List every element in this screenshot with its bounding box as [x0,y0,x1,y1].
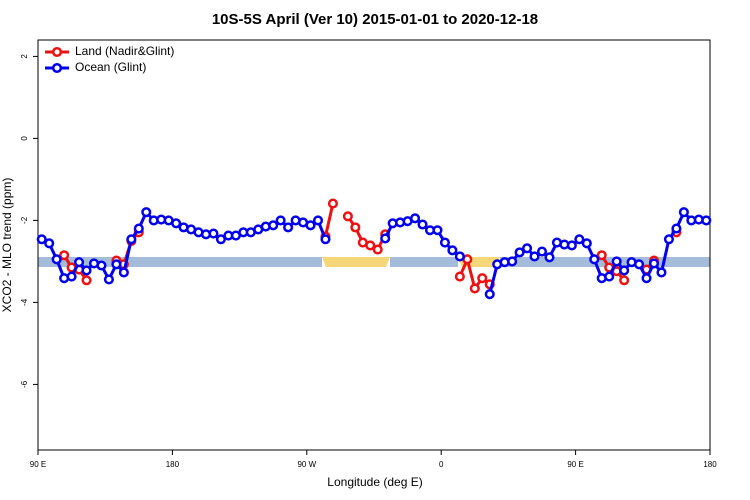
data-point [66,271,77,282]
data-point [74,257,85,268]
x-tick-label: 180 [166,460,180,469]
data-point [103,274,114,285]
data-point [327,198,338,209]
data-point [171,218,182,229]
y-axis-label: XCO2 - MLO trend (ppm) [0,178,14,313]
data-point [536,246,548,257]
x-tick-label: 90 E [30,460,46,469]
band-ocean [500,257,710,267]
data-point [81,265,92,276]
data-point [118,267,129,278]
data-point [514,247,525,258]
data-point [96,260,107,271]
data-point [320,234,331,245]
y-tick-label: -2 [20,216,29,224]
data-point [611,256,622,267]
data-point [544,252,555,263]
legend-label: Land (Nadir&Glint) [75,44,174,58]
data-point [208,228,219,239]
data-point [619,275,630,286]
data-point [663,234,674,245]
data-point [133,223,144,234]
data-point [447,245,458,256]
data-point [126,234,137,245]
data-point [656,267,667,278]
x-tick-label: 180 [703,460,717,469]
legend-label: Ocean (Glint) [75,60,146,74]
data-point [529,251,540,262]
data-point [417,219,428,230]
data-point [410,213,421,224]
plot-frame [37,39,711,451]
data-point [342,211,353,222]
surface-band [38,257,710,267]
data-point [648,258,660,269]
data-point [477,273,488,284]
data-point [454,251,465,262]
data-point [283,222,294,233]
data-point [439,237,450,248]
data-point [634,259,645,270]
data-point [365,240,376,251]
data-point [507,256,518,267]
band-ocean [390,257,458,267]
data-point [36,234,47,245]
data-point [432,225,443,236]
data-point [350,222,361,233]
data-point [589,254,600,265]
legend-marker [51,62,63,74]
data-point [641,273,652,284]
x-tick-label: 0 [439,460,444,469]
data-point [51,254,62,265]
y-tick-label: -4 [20,298,29,306]
data-point [596,250,607,261]
x-tick-label: 90 W [297,460,316,469]
data-point [469,283,480,294]
data-point [522,243,533,254]
data-point [111,259,122,270]
data-point [484,289,495,300]
data-point [268,220,279,231]
data-point [380,233,391,244]
data-point [701,215,712,226]
data-point [678,207,689,218]
y-tick-label: -6 [20,380,29,388]
data-point [454,271,465,282]
data-point [581,238,592,249]
band-ocean [38,257,322,267]
data-point [574,234,585,245]
data-point [275,215,286,226]
data-point [312,215,324,226]
x-axis-label: Longitude (deg E) [327,475,422,489]
y-tick-label: 0 [20,136,29,141]
data-point [566,240,577,251]
x-tick-label: 90 E [567,460,583,469]
data-point [305,220,316,231]
data-point [671,223,682,234]
chart-title: 10S-5S April (Ver 10) 2015-01-01 to 2020… [212,11,538,28]
data-point [372,244,383,255]
data-point [81,275,92,286]
band-land [322,257,390,267]
data-point [215,234,226,245]
data-point [619,265,630,276]
data-point [604,271,615,282]
legend-marker [51,46,63,58]
y-tick-label: 2 [20,54,29,59]
data-point [59,250,70,261]
data-point [141,207,152,218]
data-point [44,238,55,249]
